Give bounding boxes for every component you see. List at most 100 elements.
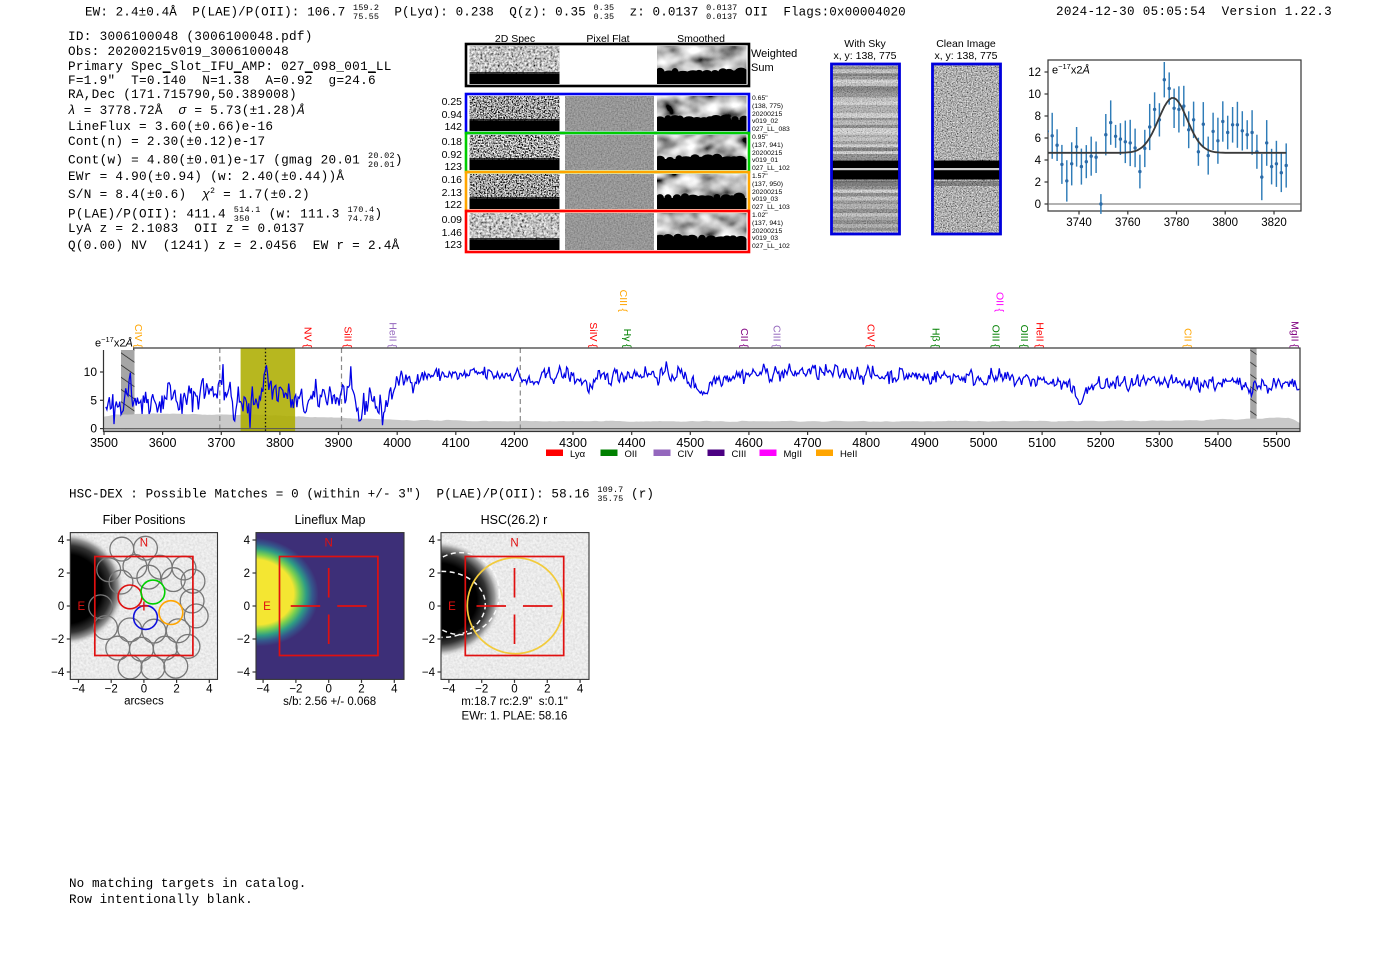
svg-text:s/b: 2.56 +/- 0.068: s/b: 2.56 +/- 0.068 [283,696,376,708]
svg-text:2: 2 [429,568,435,580]
svg-text:{: { [989,344,1001,348]
svg-text:2: 2 [358,684,364,696]
svg-text:4800: 4800 [852,436,880,450]
svg-text:3700: 3700 [207,436,235,450]
svg-text:{: { [302,344,314,348]
svg-text:OII: OII [994,292,1006,306]
svg-text:CIV: CIV [132,324,144,342]
svg-text:N: N [325,538,333,550]
svg-text:3800: 3800 [1212,217,1238,229]
svg-text:−2: −2 [237,634,250,646]
svg-text:2: 2 [244,568,250,580]
svg-text:3500: 3500 [90,436,118,450]
svg-text:4: 4 [1035,155,1042,167]
svg-text:−2: −2 [289,684,302,696]
svg-text:0: 0 [58,601,64,613]
svg-text:N: N [510,538,518,550]
svg-text:CII: CII [1182,328,1194,341]
svg-text:{: { [617,309,629,313]
svg-text:{: { [771,344,783,348]
svg-text:EWr: 1. PLAE: 58.16: EWr: 1. PLAE: 58.16 [462,711,568,723]
svg-text:−4: −4 [237,667,251,679]
svg-text:4700: 4700 [794,436,822,450]
svg-text:E: E [263,601,271,613]
svg-text:{: { [994,309,1006,313]
svg-text:−2: −2 [105,684,118,696]
svg-text:CIV: CIV [865,324,877,342]
svg-text:−4: −4 [257,684,271,696]
svg-text:4: 4 [391,684,398,696]
svg-text:SiII: SiII [342,326,354,341]
svg-text:10: 10 [1028,89,1041,101]
svg-text:−4: −4 [72,684,86,696]
svg-text:2: 2 [1035,177,1041,189]
svg-text:3780: 3780 [1164,217,1190,229]
svg-text:4: 4 [429,535,436,547]
svg-text:{: { [1182,344,1194,348]
svg-text:5300: 5300 [1145,436,1173,450]
svg-text:Lyα: Lyα [570,449,586,460]
svg-text:3800: 3800 [266,436,294,450]
svg-text:6: 6 [1035,133,1041,145]
svg-text:MgII: MgII [1288,321,1300,341]
svg-text:MgII: MgII [784,449,802,460]
svg-text:−4: −4 [51,667,65,679]
svg-text:CIII: CIII [732,449,747,460]
svg-text:4: 4 [244,535,251,547]
svg-text:4000: 4000 [383,436,411,450]
svg-text:Hβ: Hβ [930,328,942,342]
svg-text:4100: 4100 [442,436,470,450]
svg-text:{: { [738,344,750,348]
svg-text:{: { [930,344,942,348]
svg-text:{: { [387,344,399,348]
svg-text:OII: OII [625,449,638,460]
svg-text:0: 0 [141,684,147,696]
svg-text:3900: 3900 [325,436,353,450]
svg-text:CIII: CIII [771,325,783,341]
svg-text:SiIV: SiIV [587,322,599,341]
svg-text:12: 12 [1028,67,1041,79]
svg-text:E: E [77,601,85,613]
svg-text:0: 0 [1035,199,1041,211]
svg-text:{: { [1288,344,1300,348]
svg-text:{: { [587,344,599,348]
svg-text:OIII: OIII [989,325,1001,342]
svg-text:E: E [448,601,456,613]
svg-text:CII: CII [738,328,750,341]
svg-text:HeII: HeII [387,322,399,341]
svg-text:5: 5 [90,393,97,407]
svg-text:{: { [621,344,633,348]
svg-text:{: { [1018,344,1030,348]
svg-text:CIII: CIII [617,290,629,306]
svg-text:CIV: CIV [678,449,695,460]
svg-text:4200: 4200 [500,436,528,450]
svg-text:4900: 4900 [911,436,939,450]
svg-text:3820: 3820 [1261,217,1287,229]
svg-text:4: 4 [58,535,65,547]
svg-text:{: { [132,344,144,348]
svg-text:0: 0 [90,422,97,436]
svg-text:Hγ: Hγ [621,329,633,343]
svg-text:{: { [1033,344,1045,348]
svg-text:4600: 4600 [735,436,763,450]
svg-text:−4: −4 [422,667,436,679]
svg-text:10: 10 [84,365,98,379]
svg-text:{: { [342,344,354,348]
svg-text:3760: 3760 [1115,217,1141,229]
svg-text:0: 0 [429,601,435,613]
svg-text:HeII: HeII [1033,322,1045,341]
svg-text:0: 0 [511,684,517,696]
svg-text:4300: 4300 [559,436,587,450]
svg-text:2: 2 [544,684,550,696]
svg-text:2: 2 [173,684,179,696]
svg-text:−2: −2 [475,684,488,696]
svg-text:5000: 5000 [970,436,998,450]
svg-text:−4: −4 [442,684,456,696]
svg-text:NV: NV [302,327,314,342]
svg-text:4500: 4500 [676,436,704,450]
svg-text:5500: 5500 [1263,436,1291,450]
svg-text:4: 4 [577,684,584,696]
svg-text:5200: 5200 [1087,436,1115,450]
svg-text:N: N [140,538,148,550]
svg-text:−2: −2 [422,634,435,646]
